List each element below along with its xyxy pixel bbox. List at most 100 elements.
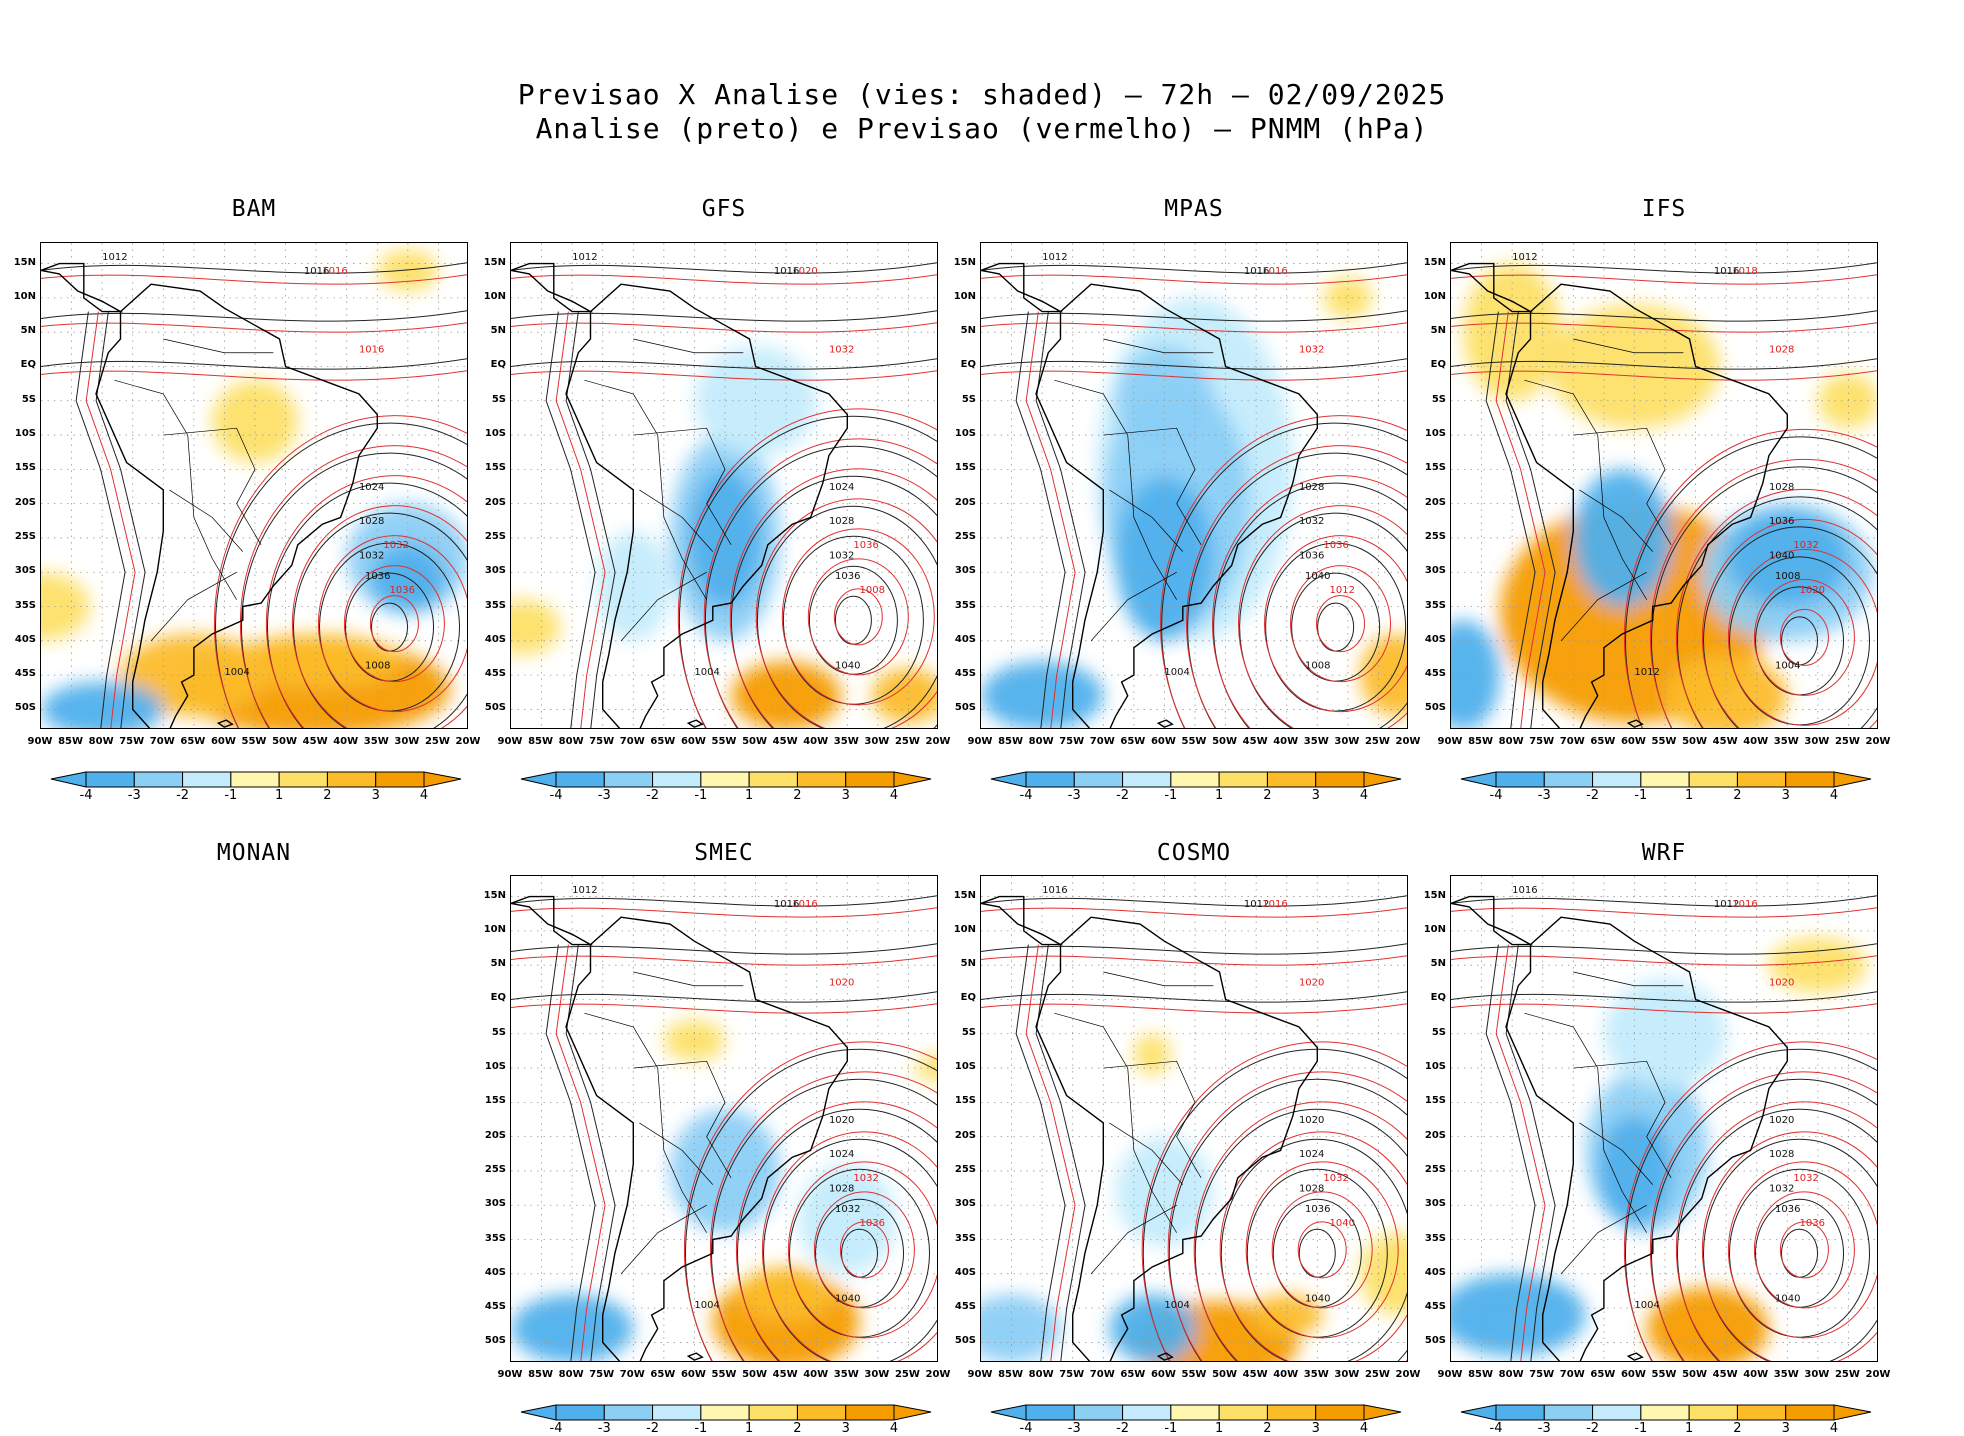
isobar-label-black: 1016 xyxy=(774,266,799,277)
lat-label: 25S xyxy=(1424,1163,1446,1175)
lon-label: 90W xyxy=(497,736,523,747)
lat-label: EQ xyxy=(1430,359,1446,371)
lon-label: 50W xyxy=(742,1369,768,1380)
lat-label: 5S xyxy=(491,393,506,405)
lat-label: 10N xyxy=(1423,923,1446,935)
colorbar-label: 3 xyxy=(1311,788,1320,803)
lat-label: 50S xyxy=(1424,702,1446,714)
lon-label: 35W xyxy=(1773,1369,1799,1380)
colorbar-label: -3 xyxy=(1537,788,1551,803)
isobar-label-red: 1036 xyxy=(1323,540,1348,551)
lat-label: 30S xyxy=(954,1198,976,1210)
coastlines xyxy=(1451,262,1788,728)
map-panel-smec[interactable]: 1012 1016 1020 1024 1028 1032 1040 1004 1016 1020… xyxy=(510,875,938,1362)
lat-label: 40S xyxy=(1424,1266,1446,1278)
lat-label: 50S xyxy=(954,702,976,714)
isobar-label-black: 1028 xyxy=(829,1184,854,1195)
bias-shading xyxy=(511,345,937,728)
isobars xyxy=(1451,262,1877,728)
lon-label: 70W xyxy=(1559,736,1585,747)
coastlines xyxy=(41,262,378,728)
colorbar-label: -2 xyxy=(1586,788,1600,803)
lat-label: 25S xyxy=(954,530,976,542)
lon-label: 70W xyxy=(1089,736,1115,747)
lon-label: 35W xyxy=(363,736,389,747)
lat-label: 5S xyxy=(1431,1026,1446,1038)
isobar-label-black: 1016 xyxy=(1244,266,1269,277)
lon-label: 30W xyxy=(394,736,420,747)
lon-label: 80W xyxy=(558,736,584,747)
lat-label: 30S xyxy=(484,565,506,577)
lon-label: 90W xyxy=(1437,736,1463,747)
country-borders xyxy=(1054,971,1214,1275)
colorbar-label: -4 xyxy=(1489,1421,1503,1436)
panel-title-mpas: MPAS xyxy=(1164,196,1224,222)
isobars xyxy=(41,262,467,728)
isobar-label-black: 1040 xyxy=(1769,551,1794,562)
lat-label: EQ xyxy=(960,359,976,371)
lon-label: 60W xyxy=(680,1369,706,1380)
map-panel-ifs[interactable]: 1012 1016 1028 1036 1040 1008 1004 1012 1018 1028… xyxy=(1450,242,1878,729)
lat-label: 5N xyxy=(490,958,506,970)
bias-area xyxy=(1451,1273,1586,1357)
colorbar-label: -1 xyxy=(1164,1421,1178,1436)
map-canvas-mpas: 1012 1016 1028 1032 1036 1040 1008 1004 1016 1032… xyxy=(981,243,1407,728)
colorbar-label: 2 xyxy=(793,1421,802,1436)
colorbar-label: 1 xyxy=(275,788,284,803)
lon-label: 80W xyxy=(1498,736,1524,747)
panel-title-ifs: IFS xyxy=(1641,196,1687,222)
lon-label: 75W xyxy=(589,736,615,747)
lat-label: EQ xyxy=(1430,992,1446,1004)
isobar-label-black: 1024 xyxy=(829,482,854,493)
isobar-label-black: 1012 xyxy=(572,885,597,896)
lat-label: 30S xyxy=(14,565,36,577)
isobar-label-red: 1020 xyxy=(1800,585,1825,596)
lat-label: 10S xyxy=(1424,428,1446,440)
lon-label: 35W xyxy=(1303,736,1329,747)
lat-label: 50S xyxy=(484,1335,506,1347)
isobar-label-red: 1036 xyxy=(1800,1218,1825,1229)
lat-label: 15S xyxy=(14,462,36,474)
panel-title-wrf: WRF xyxy=(1641,840,1687,866)
lat-label: 50S xyxy=(954,1335,976,1347)
lon-label: 60W xyxy=(1150,1369,1176,1380)
isobar-label-black: 1040 xyxy=(835,660,860,671)
country-borders xyxy=(114,338,274,642)
colorbar-label: -1 xyxy=(694,788,708,803)
colorbar-label: 4 xyxy=(889,788,899,803)
lon-label: 65W xyxy=(1590,736,1616,747)
isobar-label-black: 1036 xyxy=(365,571,390,582)
colorbar-label: -3 xyxy=(597,1421,611,1436)
map-panel-mpas[interactable]: 1012 1016 1028 1032 1036 1040 1008 1004 1016 1032… xyxy=(980,242,1408,729)
lon-label: 30W xyxy=(1804,736,1830,747)
lat-label: 10S xyxy=(954,428,976,440)
bias-area xyxy=(798,1164,897,1274)
lat-label: 10N xyxy=(953,290,976,302)
map-panel-cosmo[interactable]: 1016 1012 1020 1024 1028 1036 1040 1004 1016 1020… xyxy=(980,875,1408,1362)
country-borders xyxy=(1524,338,1684,642)
lat-label: 45S xyxy=(484,668,506,680)
lat-label: 40S xyxy=(954,633,976,645)
lat-label: 10N xyxy=(13,290,36,302)
lat-label: 5S xyxy=(961,393,976,405)
map-panel-gfs[interactable]: 1012 1016 1024 1028 1032 1036 1040 1004 1020 1032… xyxy=(510,242,938,729)
isobar-label-red: 1016 xyxy=(322,266,347,277)
isobar-label-black: 1004 xyxy=(1164,667,1189,678)
isobar-label-black: 1036 xyxy=(1769,516,1794,527)
lat-label: 20S xyxy=(14,496,36,508)
lat-label: 15S xyxy=(954,1095,976,1107)
map-panel-bam[interactable]: 1012 1016 1024 1028 1032 1036 1008 1004 1016 1016… xyxy=(40,242,468,729)
isobar-label-red: 1032 xyxy=(829,345,854,356)
map-panel-wrf[interactable]: 1016 1012 1020 1028 1032 1036 1040 1004 1016 1020… xyxy=(1450,875,1878,1362)
isobar-label-black: 1012 xyxy=(102,252,127,263)
colorbar-label: -4 xyxy=(79,788,93,803)
lon-label: 75W xyxy=(1059,1369,1085,1380)
isobar-label-black: 1016 xyxy=(1512,885,1537,896)
colorbar-smec xyxy=(520,1404,932,1421)
lon-label: 50W xyxy=(1212,1369,1238,1380)
isobars xyxy=(981,895,1407,1361)
colorbar-label: -4 xyxy=(549,1421,563,1436)
colorbar-label: 1 xyxy=(745,788,754,803)
lon-label: 45W xyxy=(1712,1369,1738,1380)
lon-label: 35W xyxy=(833,1369,859,1380)
